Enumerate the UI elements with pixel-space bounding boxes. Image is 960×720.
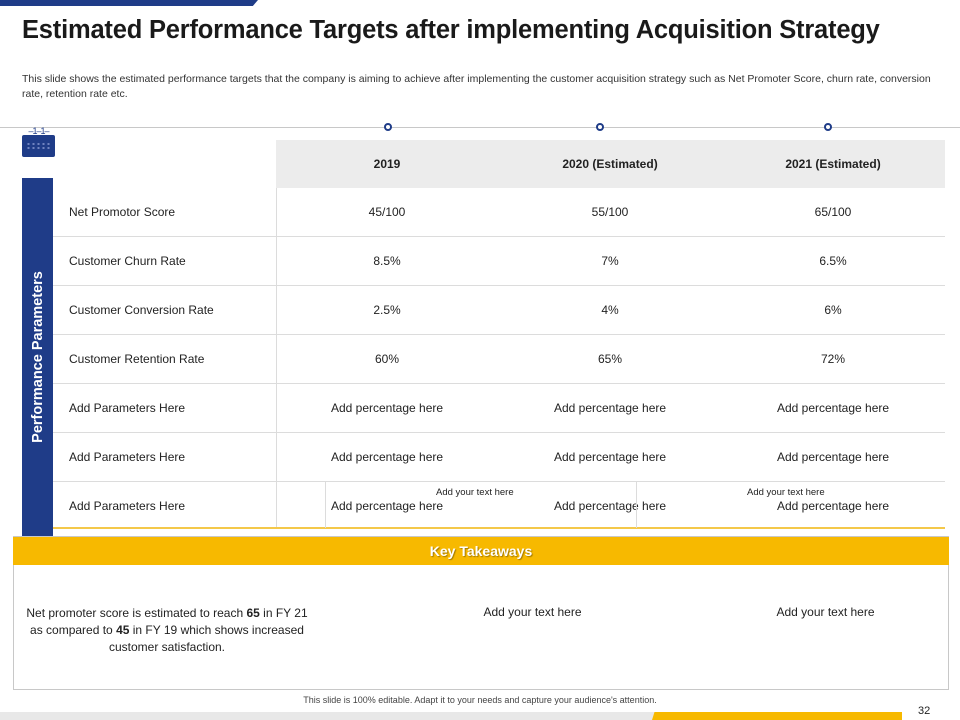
table-cell: 8.5% [373, 254, 401, 268]
table-cell: 6.5% [819, 254, 847, 268]
table-note: Add your text here [436, 487, 514, 498]
table-row: Customer Conversion Rate 2.5% 4% 6% [53, 286, 945, 335]
column-header-2020: 2020 (Estimated) [562, 157, 658, 171]
page-number: 32 [918, 705, 931, 717]
table-row: Customer Retention Rate 60% 65% 72% [53, 335, 945, 384]
table-row: Net Promotor Score 45/100 55/100 65/100 [53, 188, 945, 237]
top-accent-bar [0, 0, 258, 6]
row-label: Customer Churn Rate [69, 254, 186, 268]
table-cell: Add percentage here [330, 450, 444, 464]
table-row: Add Parameters Here Add percentage here … [53, 482, 945, 529]
key-takeaways-title: Key Takeaways [429, 543, 533, 559]
table-cell: Add percentage here [553, 401, 667, 415]
table-row: Add Parameters Here Add percentage here … [53, 384, 945, 433]
footer-accent-bar [652, 712, 902, 720]
takeaway-text-3: Add your text here [776, 605, 875, 619]
table-cell: Add percentage here [776, 499, 890, 513]
row-label: Add Parameters Here [69, 401, 186, 415]
text-placeholder-box [636, 481, 945, 528]
performance-parameters-bar: Performance Parameters [22, 178, 53, 536]
text-placeholder-box [325, 481, 636, 528]
table-cell: 45/100 [368, 205, 406, 219]
table-cell: Add percentage here [553, 499, 667, 513]
table-cell: 72% [820, 352, 846, 366]
timeline-dot-2020 [596, 123, 604, 131]
takeaway-text-1: Net promoter score is estimated to reach… [26, 606, 308, 654]
slide-subtitle: This slide shows the estimated performan… [22, 73, 931, 100]
table-cell: Add percentage here [330, 499, 444, 513]
table-cell: 60% [374, 352, 400, 366]
table-row: Customer Churn Rate 8.5% 7% 6.5% [53, 237, 945, 286]
table-cell: 7% [601, 254, 619, 268]
table-cell: 55/100 [591, 205, 629, 219]
table-cell: 6% [824, 303, 842, 317]
table-header [276, 140, 945, 188]
header-divider [0, 127, 960, 128]
table-note: Add your text here [747, 487, 825, 498]
takeaway-text-2: Add your text here [483, 605, 582, 619]
row-label: Add Parameters Here [69, 499, 186, 513]
table-cell: 65% [597, 352, 623, 366]
table-row: Add Parameters Here Add percentage here … [53, 433, 945, 482]
row-label: Add Parameters Here [69, 450, 186, 464]
footer-bar [0, 712, 655, 720]
column-header-2019: 2019 [373, 157, 401, 171]
timeline-dot-2021 [824, 123, 832, 131]
table-cell: Add percentage here [330, 401, 444, 415]
key-takeaways-header: Key Takeaways [13, 537, 949, 565]
row-label: Customer Conversion Rate [69, 303, 214, 317]
performance-parameters-label: Performance Parameters [29, 271, 46, 443]
table-cell: Add percentage here [776, 401, 890, 415]
row-label: Customer Retention Rate [69, 352, 205, 366]
table-cell: 4% [601, 303, 619, 317]
footer-text: This slide is 100% editable. Adapt it to… [303, 695, 657, 705]
calendar-icon: ‒1‒1‒ [22, 126, 55, 157]
label-column-divider [276, 188, 277, 528]
table-cell: Add percentage here [776, 450, 890, 464]
row-label: Net Promotor Score [69, 205, 176, 219]
slide-title: Estimated Performance Targets after impl… [22, 16, 880, 44]
timeline-dot-2019 [384, 123, 392, 131]
table-cell: Add percentage here [553, 450, 667, 464]
table-cell: 2.5% [373, 303, 401, 317]
column-header-2021: 2021 (Estimated) [785, 157, 881, 171]
table-cell: 65/100 [814, 205, 852, 219]
